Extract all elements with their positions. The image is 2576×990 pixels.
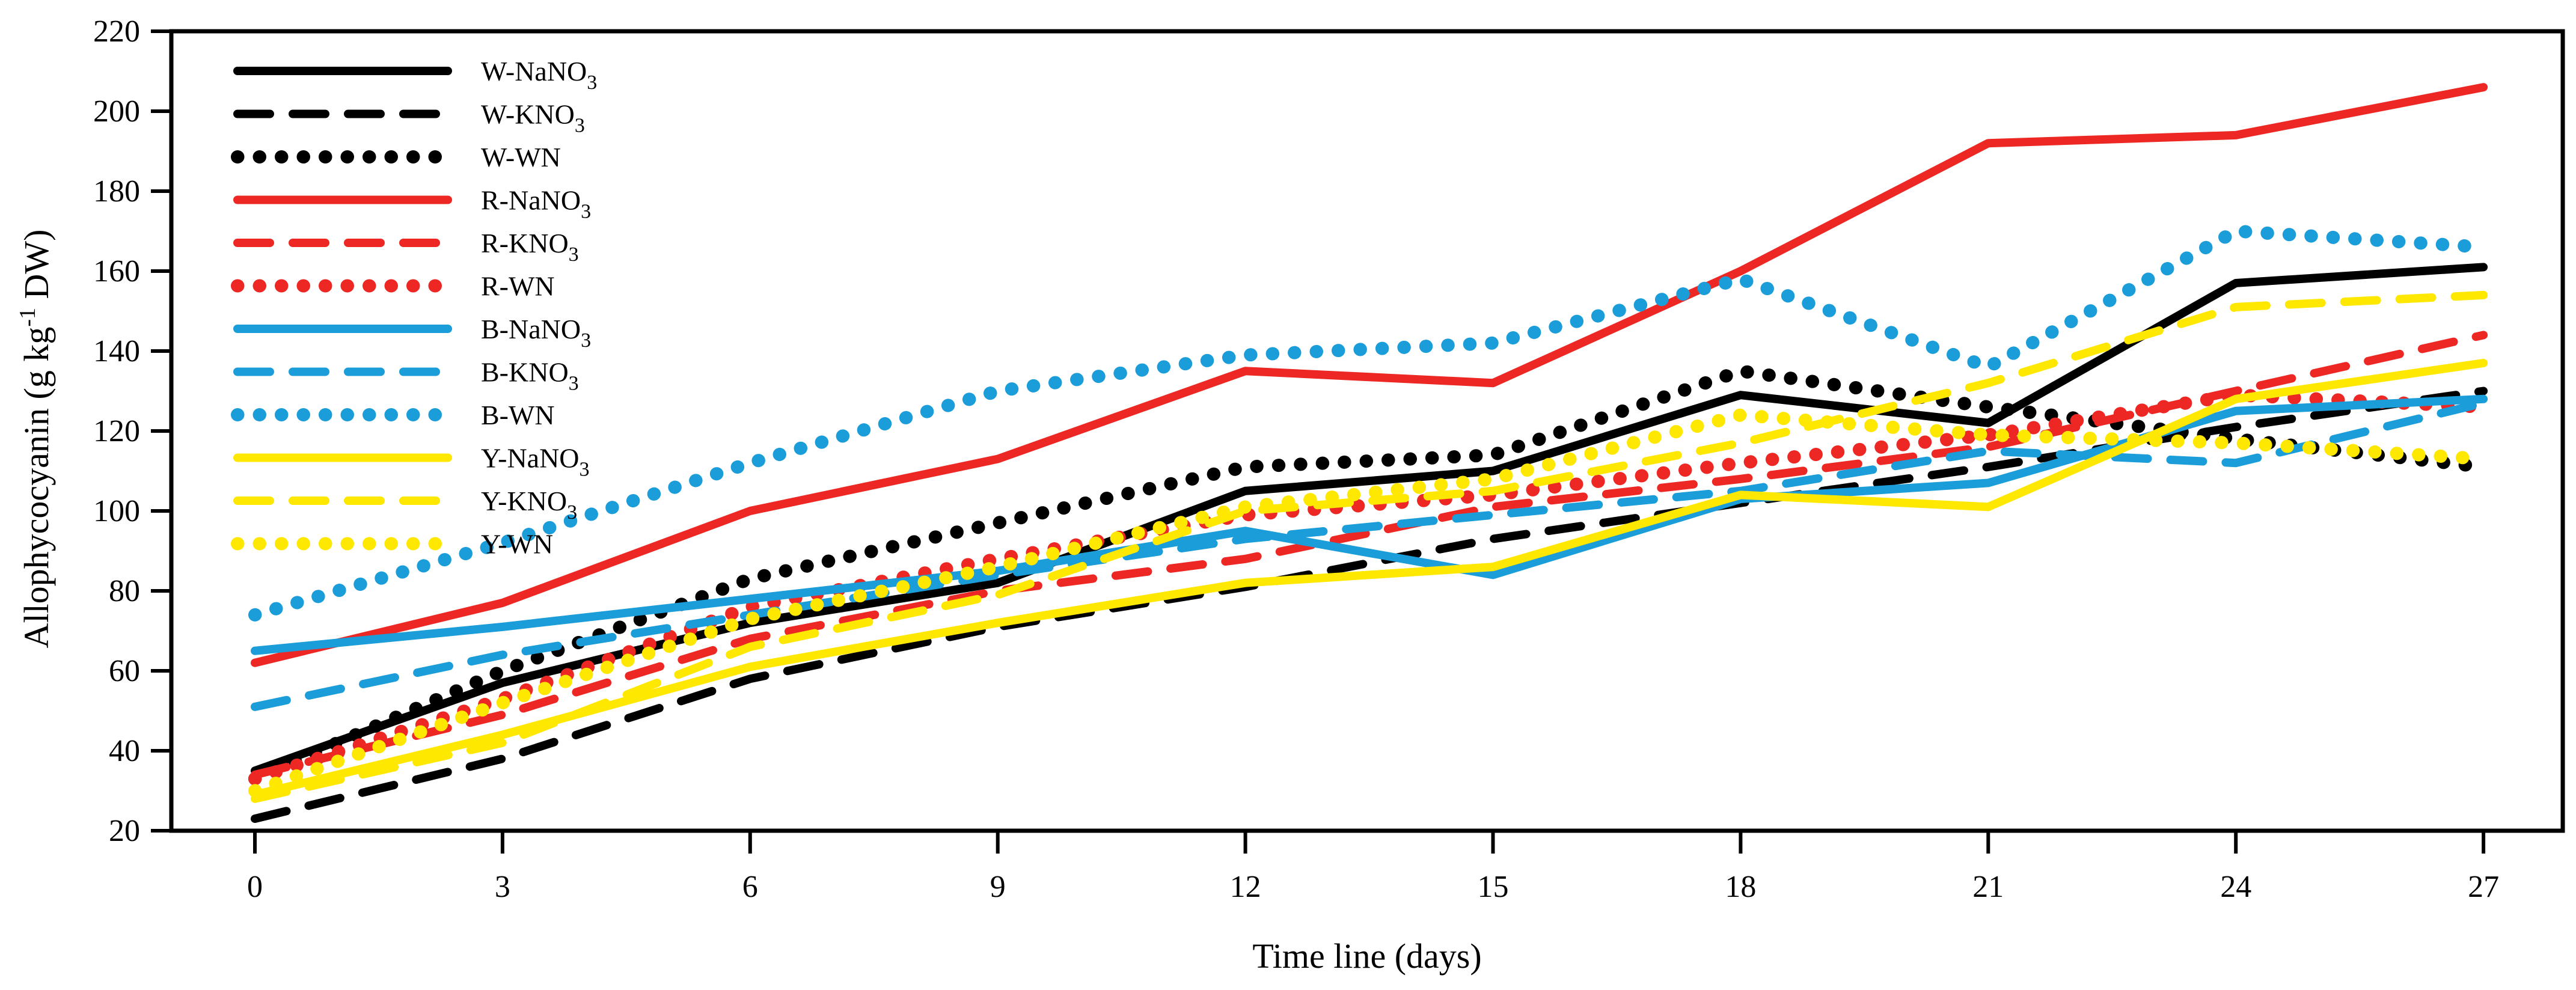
x-axis-title: Time line (days) xyxy=(1252,937,1481,976)
x-tick-label: 12 xyxy=(1230,870,1261,904)
series-line-Y-WN xyxy=(248,408,2491,798)
legend-label-B-WN: B-WN xyxy=(481,400,555,430)
series-line-B-WN xyxy=(248,224,2491,622)
series-line-R-WN xyxy=(248,388,2491,786)
y-tick-label: 40 xyxy=(109,734,140,768)
y-tick-label: 20 xyxy=(109,814,140,848)
legend-label-B-NaNO3: B-NaNO3 xyxy=(481,314,591,352)
x-tick-label: 6 xyxy=(742,870,758,904)
y-tick-label: 80 xyxy=(109,574,140,608)
legend-label-R-NaNO3: R-NaNO3 xyxy=(481,185,591,223)
x-tick-label: 3 xyxy=(495,870,510,904)
series-line-R-KNO3 xyxy=(251,331,2488,779)
legend-label-Y-NaNO3: Y-NaNO3 xyxy=(481,443,590,481)
series-line-Y-KNO3 xyxy=(251,290,2488,803)
legend-label-W-WN: W-WN xyxy=(481,142,561,173)
legend-label-Y-KNO3: Y-KNO3 xyxy=(481,486,577,524)
y-tick-label: 120 xyxy=(93,414,140,448)
series-line-B-NaNO3 xyxy=(251,394,2488,655)
x-tick-label: 24 xyxy=(2220,870,2251,904)
x-tick-label: 15 xyxy=(1478,870,1509,904)
y-tick-label: 140 xyxy=(93,334,140,368)
x-tick-label: 21 xyxy=(1972,870,2004,904)
legend-label-W-KNO3: W-KNO3 xyxy=(481,99,585,137)
legend-label-W-NaNO3: W-NaNO3 xyxy=(481,56,597,94)
series-line-R-NaNO3 xyxy=(251,83,2488,667)
y-tick-label: 160 xyxy=(93,254,140,289)
legend-label-R-WN: R-WN xyxy=(481,271,555,302)
series-line-Y-NaNO3 xyxy=(251,358,2488,799)
legend-label-Y-WN: Y-WN xyxy=(481,529,553,560)
y-tick-label: 60 xyxy=(109,654,140,688)
y-tick-label: 180 xyxy=(93,174,140,209)
x-tick-label: 27 xyxy=(2468,870,2499,904)
y-tick-label: 100 xyxy=(93,494,140,528)
x-tick-label: 0 xyxy=(247,870,263,904)
legend-label-R-KNO3: R-KNO3 xyxy=(481,228,579,266)
legend-label-B-KNO3: B-KNO3 xyxy=(481,357,579,395)
y-tick-label: 220 xyxy=(93,14,140,49)
x-tick-label: 18 xyxy=(1725,870,1756,904)
y-axis-title: Allophycocyanin (g kg-1 DW) xyxy=(15,230,56,649)
x-tick-label: 9 xyxy=(990,870,1006,904)
y-tick-label: 200 xyxy=(93,94,140,129)
